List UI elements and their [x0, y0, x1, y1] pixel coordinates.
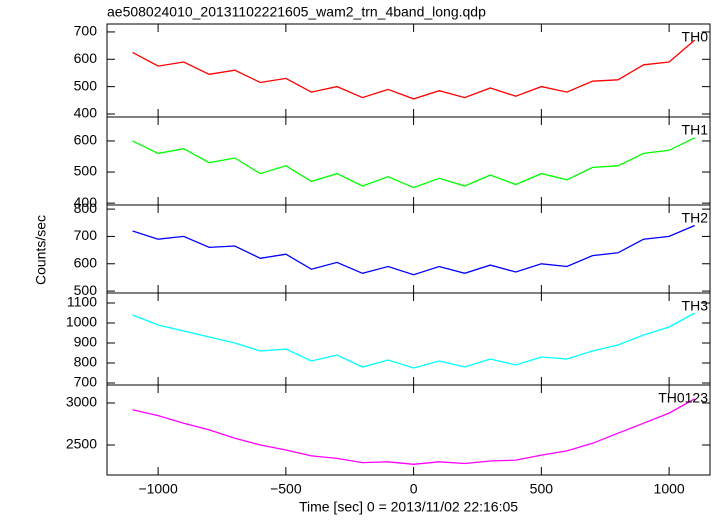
y-tick-label: 1100: [67, 294, 97, 310]
y-tick-label: 700: [74, 23, 98, 39]
x-tick-label: −500: [270, 481, 302, 497]
y-tick-label: 700: [74, 227, 98, 243]
data-line: [132, 39, 696, 100]
y-tick-label: 500: [74, 282, 98, 298]
y-tick-label: 600: [74, 254, 98, 270]
panel-label: TH0: [682, 29, 709, 45]
panel-label: TH2: [682, 210, 709, 226]
y-tick-label: 900: [74, 334, 98, 350]
x-tick-label: −1000: [138, 481, 178, 497]
y-tick-label: 400: [74, 194, 98, 210]
data-line: [132, 398, 696, 465]
data-line: [132, 312, 696, 369]
y-tick-label: 800: [74, 200, 98, 216]
y-tick-label: 2500: [66, 436, 97, 452]
panel-label: TH3: [682, 298, 709, 314]
chart-title: ae508024010_20131102221605_wam2_trn_4ban…: [107, 4, 486, 20]
y-tick-label: 600: [74, 132, 98, 148]
y-tick-label: 700: [74, 374, 98, 390]
y-tick-label: 1000: [66, 314, 97, 330]
panel-label: TH0123: [658, 390, 708, 406]
y-tick-label: 500: [74, 77, 98, 93]
x-tick-label: 1000: [654, 481, 685, 497]
data-line: [132, 137, 695, 189]
y-tick-label: 3000: [66, 394, 97, 410]
data-line: [132, 224, 695, 276]
x-axis-label: Time [sec] 0 = 2013/11/02 22:16:05: [299, 499, 518, 515]
panel-label: TH1: [682, 122, 709, 138]
panel-frame: [106, 384, 711, 476]
y-axis-label: Counts/sec: [33, 215, 49, 285]
y-tick-label: 800: [74, 354, 98, 370]
y-tick-label: 500: [74, 163, 98, 179]
y-tick-label: 400: [74, 105, 98, 121]
y-tick-label: 600: [74, 50, 98, 66]
x-tick-label: 500: [530, 481, 554, 497]
x-tick-label: 0: [410, 481, 418, 497]
